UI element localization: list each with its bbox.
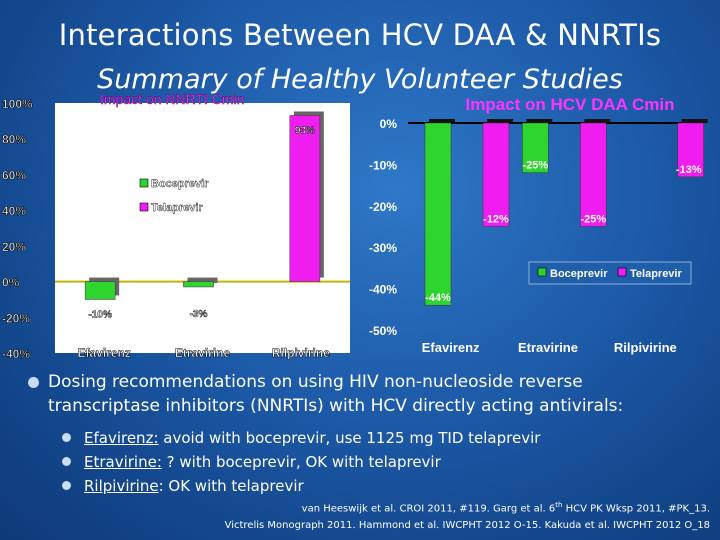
chart2-bar-top-3d (487, 119, 513, 123)
bullet-dot-icon (28, 377, 39, 388)
chart1-legend-label: Boceprevir (151, 178, 209, 190)
chart2-data-label: -13% (676, 164, 702, 176)
chart1-bar-telaprevir-rilpivirine (289, 115, 321, 282)
chart2-x-tick-label: Etravirine (518, 340, 578, 355)
sub-bullet-rilpivirine: Rilpivirine: OK with telaprevir (62, 474, 304, 498)
reference-line2: Victrelis Monograph 2011. Hammond et al.… (224, 520, 710, 532)
chart2-x-tick-label: Efavirenz (422, 340, 480, 355)
chart2-y-tick-label: -50% (369, 324, 397, 338)
chart2-y-tick-label: 0% (380, 117, 398, 131)
slide-subtitle: Summary of Healthy Volunteer Studies (97, 64, 623, 95)
chart2-data-label: -25% (522, 160, 548, 172)
chart2-data-label: -44% (425, 292, 451, 304)
chart2-legend-box (528, 261, 692, 285)
drug-name: Etravirine: (84, 453, 162, 471)
chart2-legend-label: Telaprevir (630, 268, 682, 280)
charts-svg: 100% 80% 60% 40% 20% 0% -20% -40% Efavirenz Etrav… (2, 91, 708, 361)
chart2-legend-swatch (617, 267, 627, 277)
chart2-bar-boceprevir-etravirine (522, 122, 549, 173)
chart1-data-label: -10% (88, 309, 111, 320)
reference-text: HCV PK Wksp 2011, #PK_13. (562, 503, 710, 515)
chart1-y-tick-label: -40% (2, 347, 30, 361)
chart2-title: Impact on HCV DAA Cmin (465, 95, 674, 114)
chart2-bar-telaprevir-etravirine (580, 122, 607, 227)
chart1-data-label: -3% (190, 309, 208, 320)
references: van Heeswijk et al. CROI 2011, #119. Gar… (225, 497, 710, 534)
chart1-legend-label: Telaprevir (151, 202, 203, 214)
chart1-x-tick-label: Rilpivirine (272, 346, 330, 360)
reference-text: van Heeswijk et al. CROI 2011, #119. Gar… (301, 503, 556, 515)
chart1-y-tick-label: 40% (2, 204, 26, 218)
drug-recommendation: ? with boceprevir, OK with telaprevir (161, 453, 441, 471)
sub-bullet-efavirenz: Efavirenz: avoid with boceprevir, use 11… (62, 426, 541, 450)
chart1-y-tick-label: 100% (2, 97, 33, 111)
chart2-x-tick-label: Rilpivirine (614, 340, 677, 355)
chart2-y-tick-label: -30% (369, 241, 397, 255)
chart2-bar-top-3d (681, 119, 708, 123)
chart2-legend-label: Boceprevir (550, 268, 608, 280)
bullet-dot-icon (62, 433, 71, 442)
sub-bullet-etravirine: Etravirine: ? with boceprevir, OK with t… (62, 450, 441, 474)
chart2-y-tick-label: -10% (369, 158, 397, 172)
chart1-bar-boceprevir-etravirine (183, 281, 214, 288)
main-bullet: Dosing recommendations on using HIV non-… (28, 370, 708, 418)
chart2-bar-top-3d (526, 119, 553, 123)
chart1-x-tick-label: Efavirenz (77, 346, 130, 360)
chart2-bar-telaprevir-efavirenz (482, 122, 510, 227)
chart1-bar-boceprevir-efavirenz (84, 281, 116, 300)
chart2-bar-telaprevir-rilpivirine (677, 122, 704, 178)
chart2-bar-top-3d (584, 119, 611, 123)
chart1-y-tick-label: 20% (2, 240, 26, 254)
chart1-y-tick-label: -20% (2, 311, 30, 325)
chart2-bar-boceprevir-efavirenz (424, 122, 452, 306)
chart2-legend-swatch (537, 267, 547, 277)
chart1-legend-swatch (139, 202, 149, 212)
chart1-title: Impact on NNRTI Cmin (100, 91, 244, 107)
chart1-y-tick-label: 0% (2, 276, 20, 290)
bullet-dot-icon (62, 457, 71, 466)
chart1-y-tick-label: 60% (2, 168, 26, 182)
drug-recommendation: avoid with boceprevir, use 1125 mg TID t… (158, 429, 541, 447)
bullet-dot-icon (62, 481, 71, 490)
chart2-y-tick-label: -40% (369, 283, 397, 297)
chart2-data-label: -25% (580, 214, 606, 226)
slide-title: Interactions Between HCV DAA & NNRTIs (58, 18, 662, 52)
chart1-y-tick-label: 80% (2, 133, 26, 147)
chart1-data-label: 93% (295, 126, 315, 137)
reference-sup: th (555, 501, 563, 509)
chart1-legend-swatch (139, 178, 149, 188)
main-bullet-line1: Dosing recommendations on using HIV non-… (48, 372, 583, 392)
main-bullet-line2: transcriptase inhibitors (NNRTIs) with H… (48, 396, 624, 416)
drug-recommendation: : OK with telaprevir (158, 477, 304, 495)
chart2-bar-top-3d (429, 119, 455, 123)
drug-name: Rilpivirine (84, 477, 159, 495)
drug-name: Efavirenz: (84, 429, 159, 447)
chart2-data-label: -12% (483, 214, 509, 226)
chart1-x-tick-label: Etravirine (175, 346, 231, 360)
chart1-bar-shadow (187, 277, 218, 283)
reference-line1: van Heeswijk et al. CROI 2011, #119. Gar… (225, 497, 710, 517)
chart2-y-tick-label: -20% (369, 200, 397, 214)
